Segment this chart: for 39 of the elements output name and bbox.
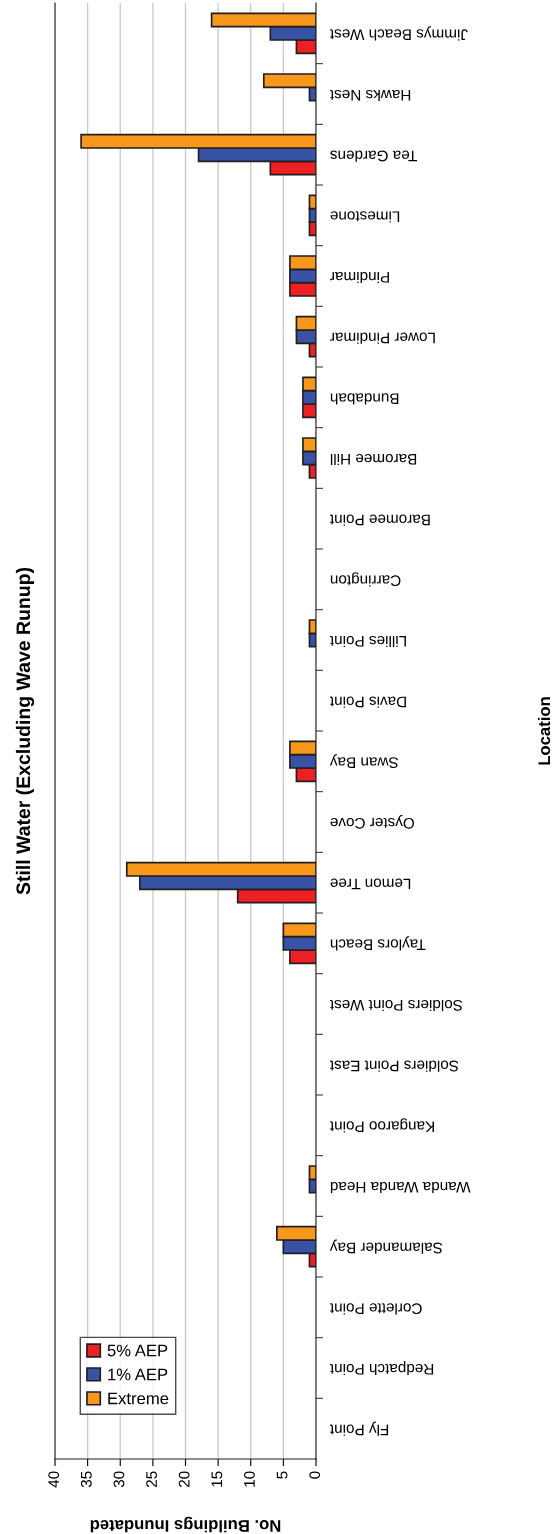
y-tick-label: Lower Pindimar: [330, 332, 435, 344]
y-tick-label: Taylors Beach: [330, 936, 426, 951]
y-tick-label: Salamander Bay: [329, 1239, 443, 1254]
x-tick-label: 10: [244, 1471, 255, 1487]
y-tick-label: Tea Gardens: [330, 150, 418, 162]
y-tick-label: Kangaroo Point: [329, 1118, 434, 1133]
x-tick-label: 5: [276, 1471, 288, 1479]
y-tick-label: Corlette Point: [330, 1303, 422, 1315]
y-tick-label: Pindimar: [330, 271, 389, 284]
y-tick-label: Bundabah: [330, 393, 399, 405]
x-tick-label: 25: [146, 1471, 157, 1488]
y-tick-label: Soldiers Point East: [330, 1060, 459, 1072]
y-tick-label: Baromee Hill: [330, 453, 417, 466]
y-tick-label: Lillies Point: [330, 635, 406, 648]
y-tick-label: Redpatch Point: [330, 1360, 434, 1376]
x-tick-label: 15: [211, 1471, 223, 1487]
y-tick-label: Davis Point: [330, 696, 406, 708]
text: Still Water (Excluding Wave Runup): [15, 567, 35, 895]
y-tick-label: Limestone: [330, 211, 400, 223]
y-tick-label: Hawks Nest: [330, 89, 411, 102]
y-tick-label: Jimmys Beach West: [330, 26, 468, 41]
y-tick-label: Carrington: [330, 572, 401, 587]
y-tick-label: Oyster Cove: [330, 814, 415, 829]
legend-label: 1% AEP: [108, 1368, 168, 1381]
x-tick-label: 20: [178, 1471, 190, 1488]
x-tick-label: 40: [48, 1471, 60, 1488]
x-axis-title: No. Buildings Inundated: [90, 1516, 281, 1533]
y-tick-label: Lemon Tree: [330, 878, 411, 890]
x-tick-label: 35: [80, 1471, 92, 1488]
y-tick-label: Soldiers Point West: [330, 999, 463, 1012]
y-tick-label: Wanda Wanda Head: [330, 1181, 471, 1194]
y-tick-label: Baromee Point: [330, 514, 430, 526]
y-tick-label: Fly Point: [330, 1421, 389, 1436]
legend-label: 5% AEP: [107, 1344, 168, 1357]
legend-label: Extreme: [108, 1392, 169, 1405]
x-tick-label: 0: [309, 1471, 321, 1479]
y-axis-title: Location: [537, 697, 551, 765]
y-tick-label: Swan Bay: [329, 754, 398, 769]
x-tick-label: 30: [113, 1471, 125, 1488]
